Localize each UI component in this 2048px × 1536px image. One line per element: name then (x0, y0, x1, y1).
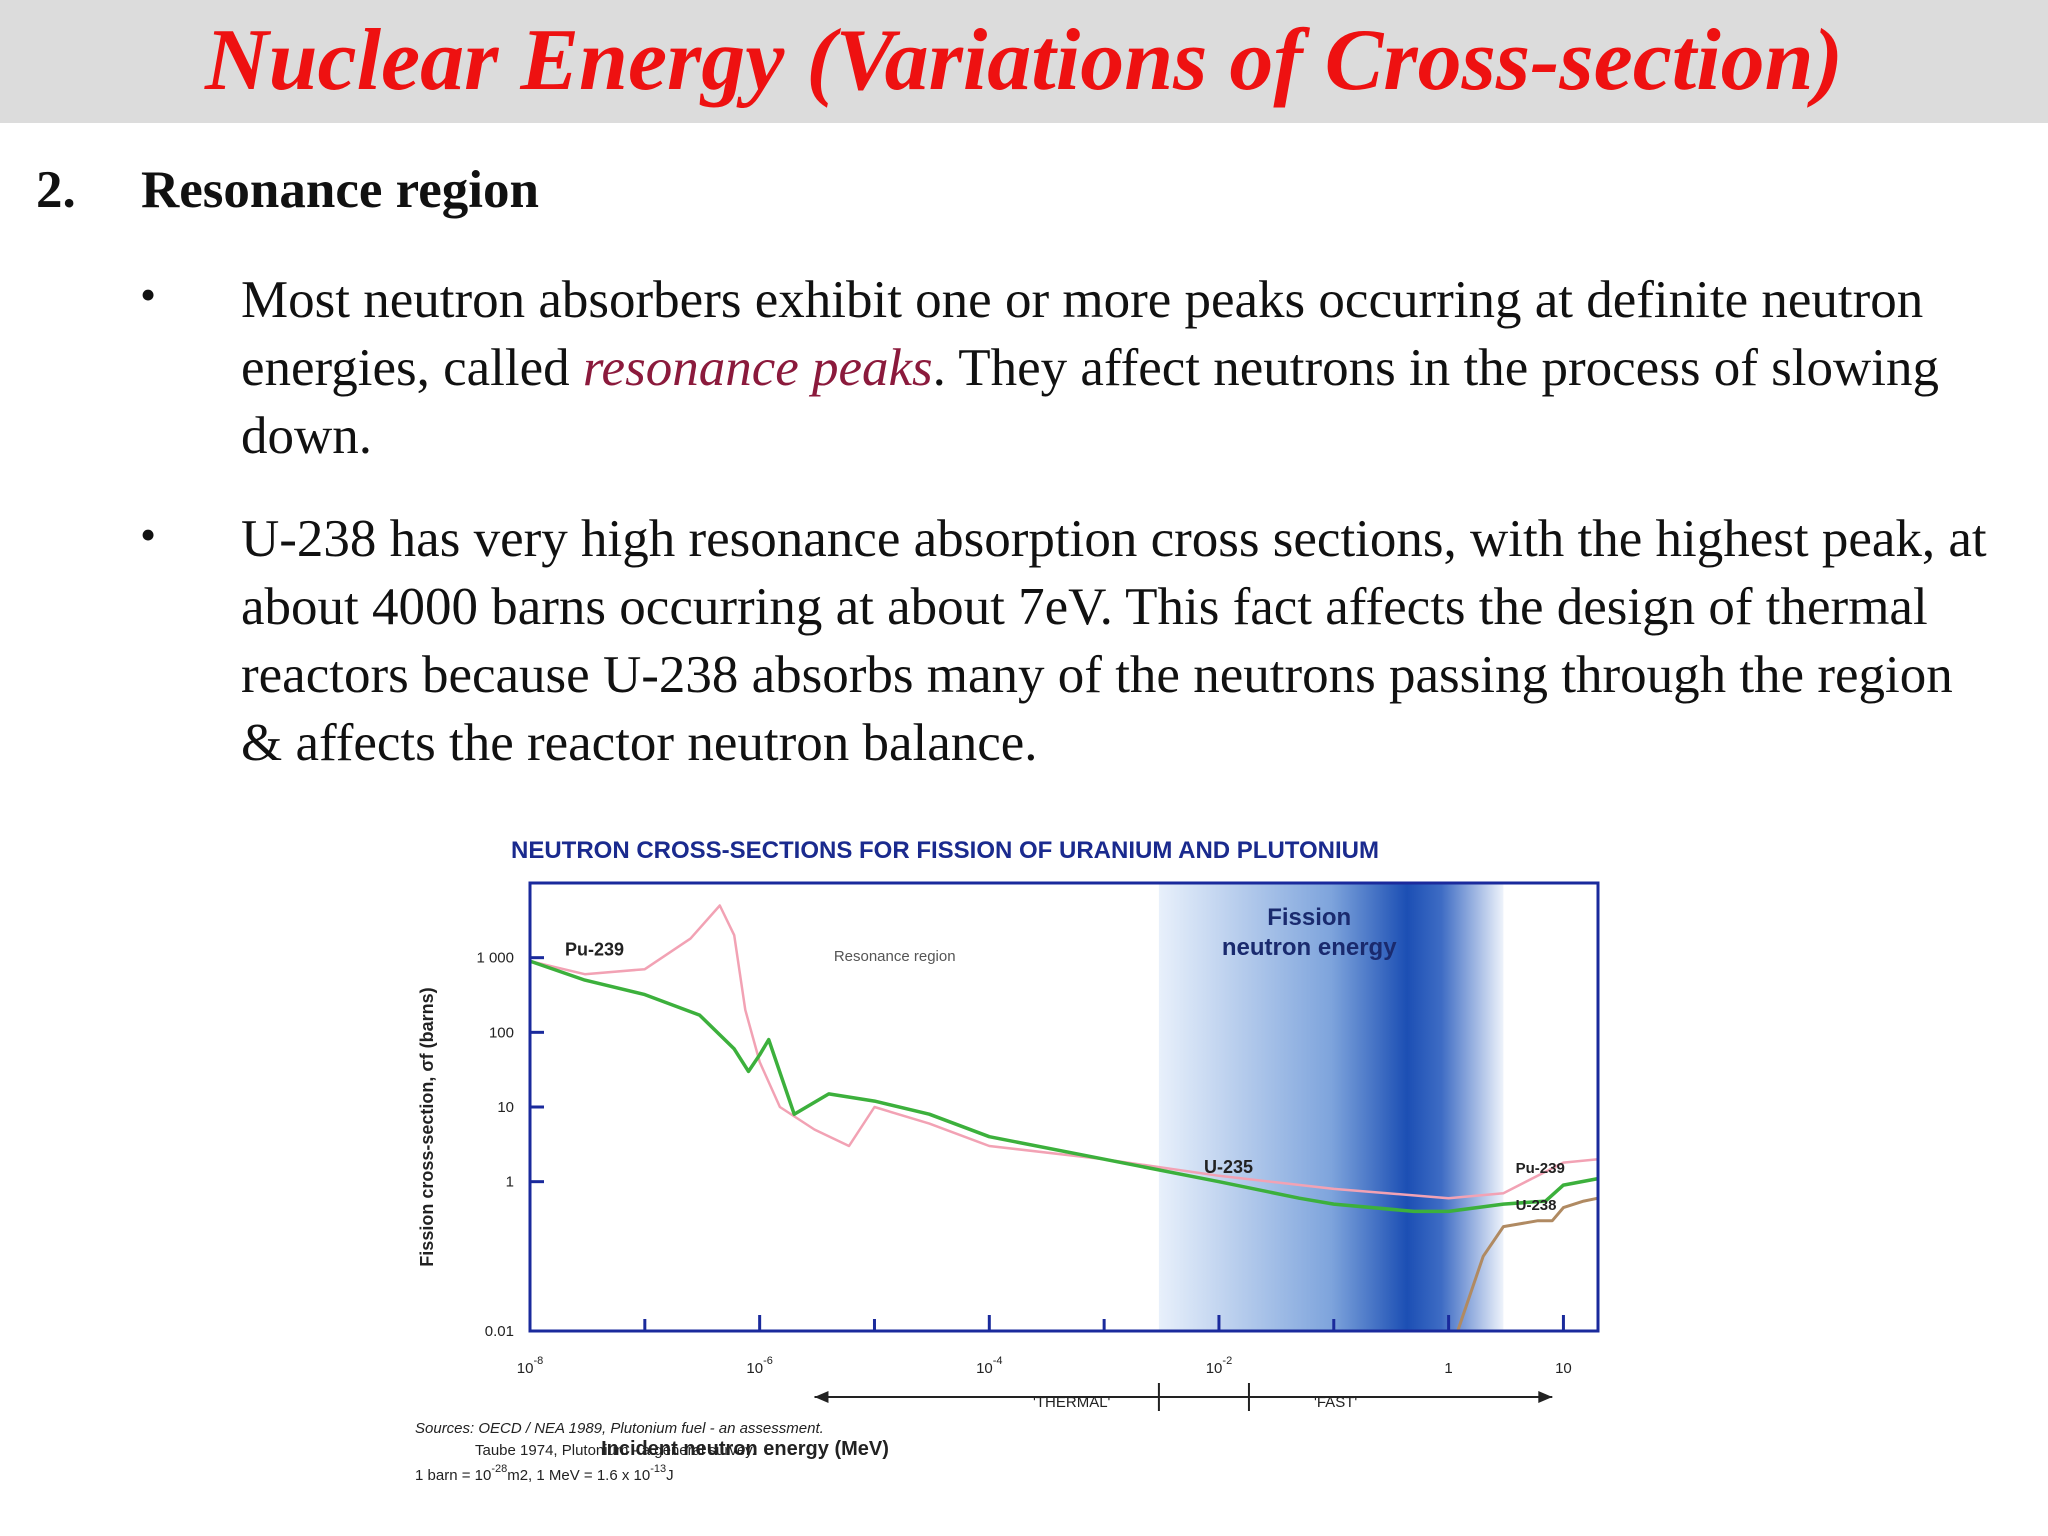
y-axis-label: Fission cross-section, σf (barns) (417, 987, 437, 1266)
bullet-marker-2: • (140, 509, 157, 560)
thermal-arrow-head (814, 1391, 829, 1403)
title-bar (0, 0, 2048, 123)
sources-note: Sources: OECD / NEA 1989, Plutonium fuel… (415, 1420, 824, 1484)
bullet-1-text-end: . They affect neutrons in the process of… (241, 339, 1939, 465)
y-tick-label-1: 100 (489, 1024, 514, 1041)
x-tick-label-1: 10-6 (746, 1355, 772, 1377)
series-line-0 (529, 904, 1599, 1200)
pu239-series-label-right: Pu-239 (1516, 1160, 1565, 1177)
series-layer (529, 904, 1599, 1332)
y-tick-label-3: 1 (506, 1174, 514, 1191)
x-axis-label: Incident neutron energy (MeV) (601, 1438, 889, 1460)
series-line-2 (1456, 1196, 1599, 1332)
series-line-1 (529, 959, 1599, 1214)
range-arrows (814, 1383, 1553, 1411)
fission-energy-band (1158, 883, 1504, 1331)
bullet-text-2: U-238 has very high resonance absorption… (241, 510, 1987, 772)
section-title: Resonance region (141, 161, 539, 219)
bullet-text-1: Most neutron absorbers exhibit one or mo… (241, 266, 2001, 470)
fast-label: 'FAST' (1314, 1394, 1357, 1411)
x-tick-label-0: 10-8 (517, 1355, 543, 1377)
resonance-region-label: Resonance region (834, 948, 956, 965)
y-tick-label-2: 10 (497, 1099, 514, 1116)
bullet-1-text-part: Most neutron absorbers exhibit one or mo… (241, 271, 1924, 397)
unit-note: 1 barn = 10-28m2, 1 MeV = 1.6 x 10-13J (415, 1463, 674, 1484)
y-tick-label-0: 1 000 (476, 950, 514, 967)
chart-title: NEUTRON CROSS-SECTIONS FOR FISSION OF UR… (511, 837, 1379, 864)
thermal-label: 'THERMAL' (1033, 1394, 1111, 1411)
x-tick-label-3: 10-2 (1206, 1355, 1232, 1377)
u238-series-label: U-238 (1516, 1197, 1557, 1214)
x-tick-label-4: 1 (1444, 1360, 1452, 1377)
bullet-marker-1: • (140, 269, 157, 320)
slide-title: Nuclear Energy (Variations of Cross-sect… (205, 12, 1843, 109)
bullet-1-emphasis: resonance peaks (582, 339, 933, 397)
pu239-series-label: Pu-239 (565, 940, 624, 960)
fast-arrow-head (1538, 1391, 1553, 1403)
x-tick-label-2: 10-4 (976, 1355, 1002, 1377)
fission-label-line1: Fission (1267, 904, 1351, 931)
x-tick-label-5: 10 (1555, 1360, 1572, 1377)
u235-series-label: U-235 (1204, 1157, 1253, 1177)
fission-label-line2: neutron energy (1222, 934, 1397, 961)
y-tick-label-4: 0.01 (485, 1323, 514, 1340)
section-number: 2. (36, 161, 76, 219)
sources-line1: Sources: OECD / NEA 1989, Plutonium fuel… (415, 1420, 824, 1437)
sources-line2: Taube 1974, Plutonium - a general survey… (475, 1442, 756, 1459)
